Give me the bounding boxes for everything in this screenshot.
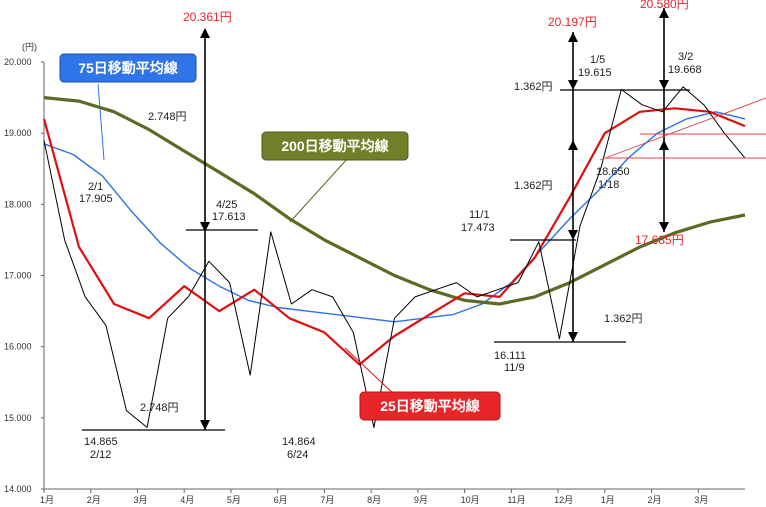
leader-25: [344, 347, 397, 397]
y-tick-label: 16.000: [4, 342, 32, 352]
x-tick-label: 10月: [461, 495, 480, 505]
label-0212-date: 2/12: [90, 449, 111, 461]
diff-2748-bottom: 2.748円: [140, 402, 179, 414]
label-0624-date: 6/24: [287, 449, 308, 461]
label-20580: 20.580円: [640, 0, 689, 11]
legend-box-25: 25日移動平均線: [359, 391, 501, 421]
reference-lines: [82, 89, 690, 431]
legend-box-75: 75日移動平均線: [59, 53, 197, 83]
x-tick-label: 1月: [601, 495, 615, 505]
diff-1362-a: 1.362円: [514, 81, 553, 93]
x-tick-label: 2月: [87, 495, 101, 505]
legend-box-200: 200日移動平均線: [261, 131, 409, 161]
x-tick-label: 9月: [414, 495, 428, 505]
legend-75-label: 75日移動平均線: [78, 60, 178, 76]
label-0105-val: 19.615: [578, 67, 612, 79]
x-tick-label: 8月: [367, 495, 381, 505]
label-1109-val: 16.111: [494, 350, 526, 362]
label-0425-date: 4/25: [216, 199, 237, 211]
label-0201-date: 2/1: [88, 181, 103, 193]
label-0105-date: 1/5: [590, 54, 605, 66]
x-tick-label: 7月: [320, 495, 334, 505]
label-0212-val: 14.865: [84, 436, 118, 448]
trend-lines: [599, 97, 766, 161]
x-tick-label: 11月: [507, 495, 525, 505]
y-tick-label: 15.000: [4, 413, 32, 423]
legend-200-label: 200日移動平均線: [281, 138, 388, 154]
series-line-25日移動平均線: [42, 107, 746, 366]
label-0302-val: 19.668: [668, 64, 702, 76]
diff-2748-top: 2.748円: [148, 111, 187, 123]
label-0302-date: 3/2: [678, 51, 693, 63]
x-tick-label: 12月: [554, 495, 573, 505]
series-line-200日移動平均線: [43, 96, 746, 306]
y-tick-label: 19.000: [4, 128, 32, 138]
x-tick-label: 2月: [648, 495, 662, 505]
label-0624-val: 14.864: [282, 436, 316, 448]
label-0201-val: 17.905: [79, 193, 113, 205]
label-1101-val: 17.473: [461, 222, 495, 234]
diff-1362-c: 1.362円: [604, 313, 643, 325]
leader-200: [289, 157, 349, 223]
label-1109-date: 11/9: [504, 362, 525, 374]
label-1101-date: 11/1: [469, 209, 490, 221]
x-tick-label: 6月: [274, 495, 288, 505]
arrow-heads: [200, 8, 669, 430]
label-20197: 20.197円: [548, 15, 597, 29]
label-0425-val: 17.613: [212, 211, 246, 223]
label-20361: 20.361円: [183, 10, 232, 24]
label-0118-val: 18.650: [596, 166, 630, 178]
y-tick-label: 20.000: [4, 57, 32, 67]
x-tick-label: 3月: [694, 495, 708, 505]
x-tick-label: 1月: [40, 495, 54, 505]
diff-1362-b: 1.362円: [514, 180, 553, 192]
label-17685: 17.685円: [635, 233, 684, 247]
x-tick-label: 3月: [133, 495, 147, 505]
y-tick-label: 17.000: [4, 271, 32, 281]
y-unit-label: (円): [22, 42, 37, 52]
label-0118-date: 1/18: [598, 179, 619, 191]
series-line-price: [43, 86, 746, 428]
legend-25-label: 25日移動平均線: [380, 398, 480, 414]
y-tick-label: 18.000: [4, 199, 32, 209]
x-tick-label: 4月: [180, 495, 194, 505]
x-tick-label: 5月: [227, 495, 241, 505]
y-tick-label: 14.000: [4, 484, 32, 494]
leader-75: [97, 83, 105, 161]
